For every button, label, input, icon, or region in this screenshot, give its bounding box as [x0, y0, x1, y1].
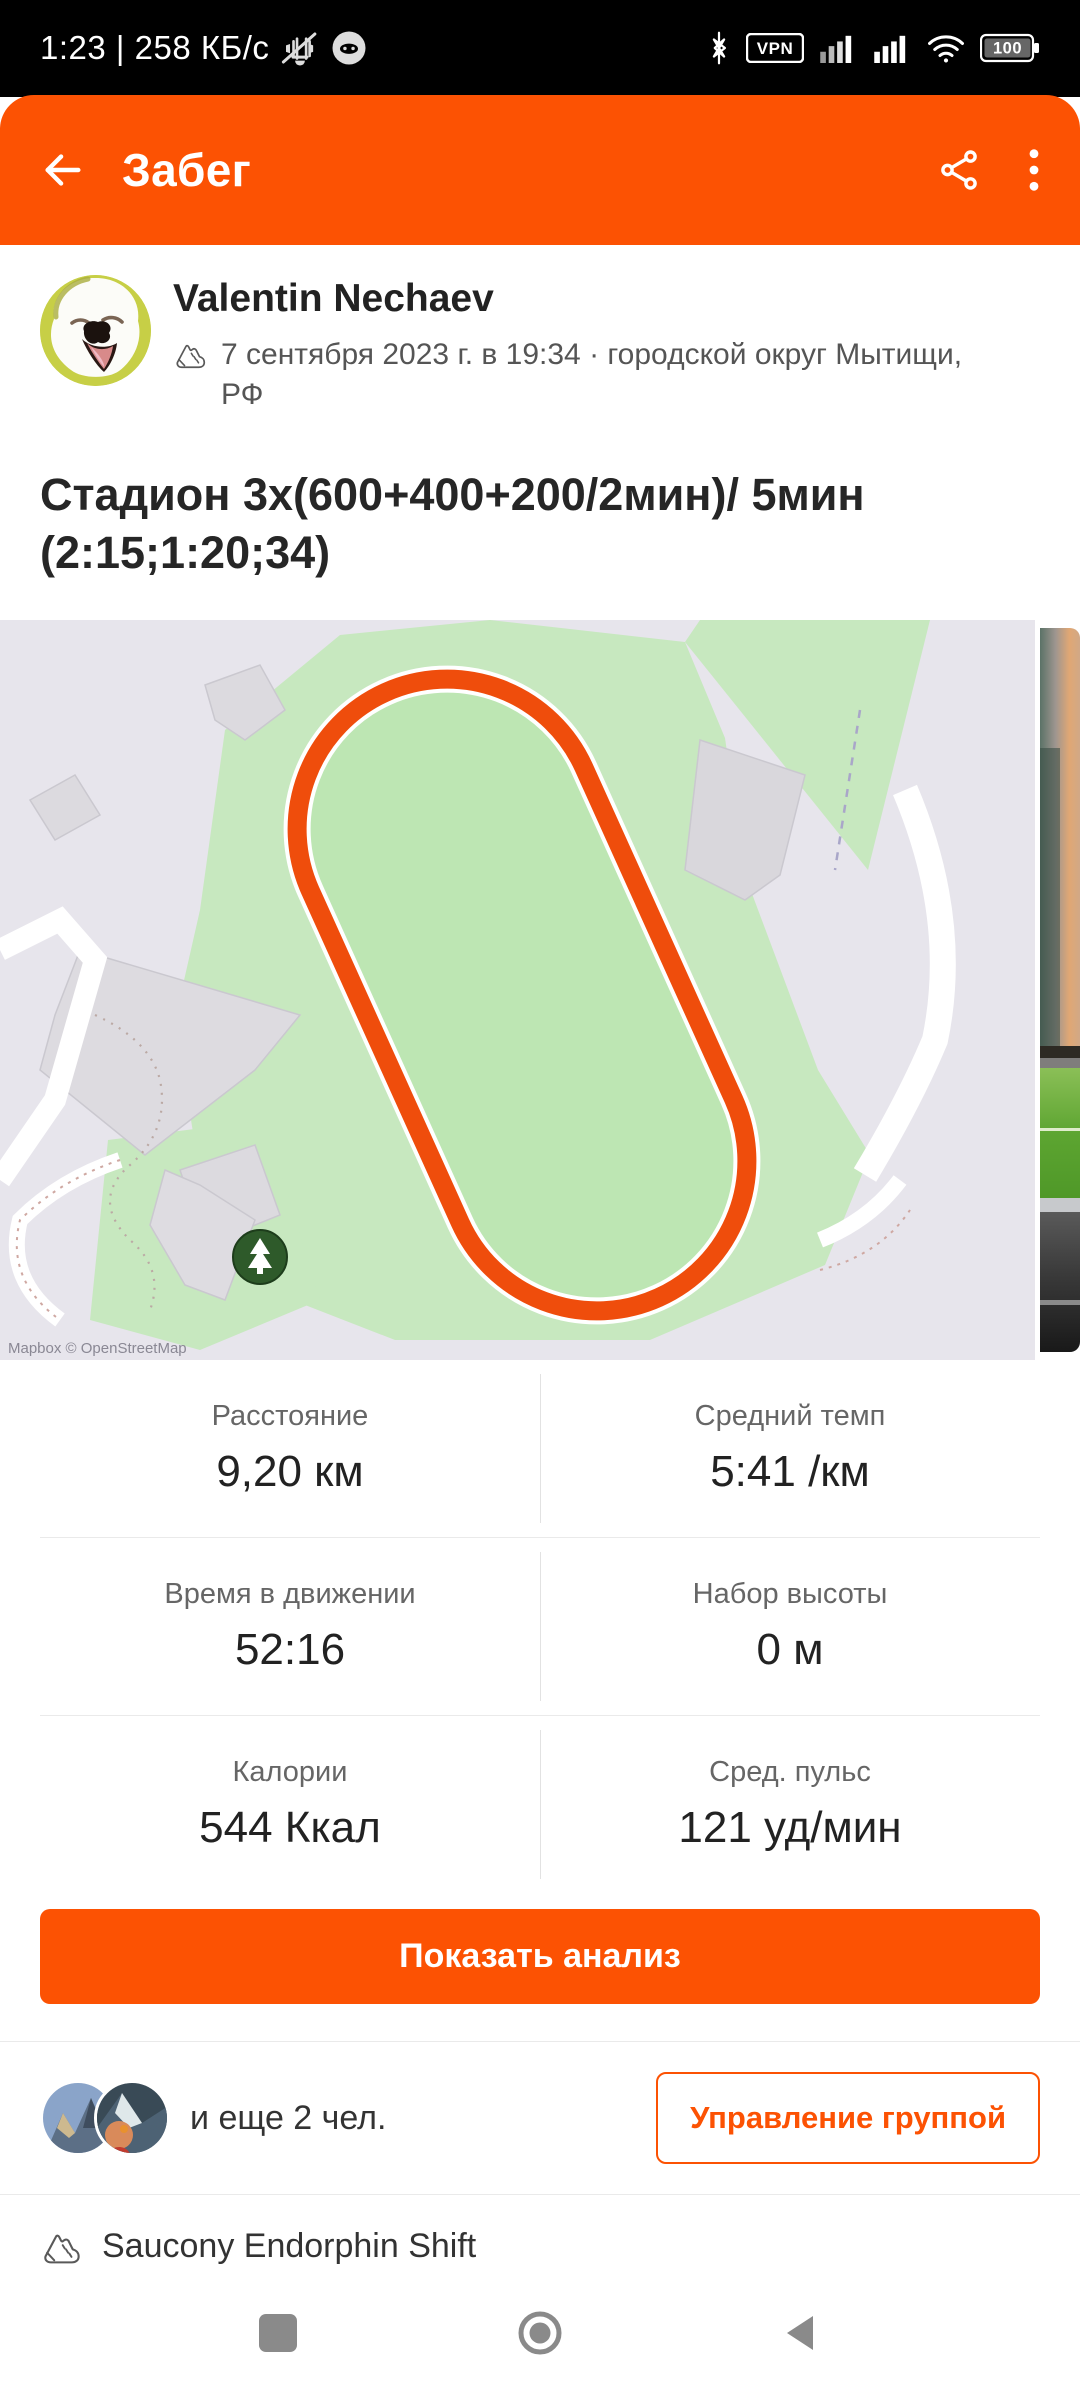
svg-text:Mapbox © OpenStreetMap: Mapbox © OpenStreetMap [8, 1340, 187, 1357]
svg-text:100: 100 [993, 39, 1022, 57]
svg-text:VPN: VPN [757, 39, 793, 58]
